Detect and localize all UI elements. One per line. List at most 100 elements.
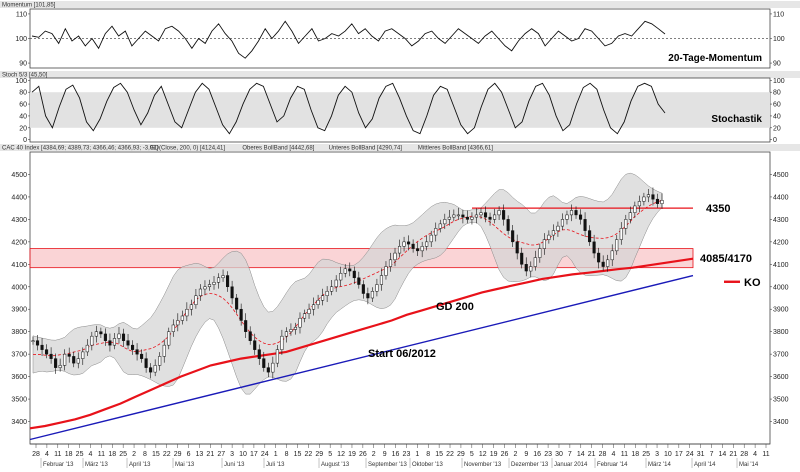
candle-body — [416, 248, 420, 252]
x-tick-day-49: 7 — [568, 451, 572, 458]
candle-body — [425, 241, 429, 247]
y-tick-right-2-2: 3600 — [773, 374, 789, 381]
candle-body — [502, 210, 506, 220]
candle-body — [637, 201, 641, 207]
y-tick-left-0-1: 100 — [15, 36, 27, 43]
x-tick-day-32: 9 — [383, 451, 387, 458]
candle-body — [497, 210, 501, 216]
y-tick-right-1-5: 100 — [773, 78, 785, 85]
candle-body — [58, 365, 62, 368]
y-tick-right-0-0: 90 — [773, 61, 781, 68]
candle-body — [49, 353, 53, 359]
candle-body — [194, 295, 198, 305]
x-tick-day-23: 8 — [285, 451, 289, 458]
candle-body — [624, 219, 628, 229]
x-tick-day-21: 24 — [261, 451, 269, 458]
x-tick-day-41: 12 — [479, 451, 487, 458]
y-tick-right-1-1: 20 — [773, 125, 781, 132]
candle-body — [167, 331, 171, 346]
candle-body — [474, 214, 479, 218]
candle-body — [538, 248, 542, 258]
candle-body — [506, 219, 510, 231]
x-tick-month-10: Dezember '13 — [511, 462, 549, 468]
x-tick-day-11: 15 — [152, 451, 160, 458]
x-tick-day-13: 29 — [174, 451, 182, 458]
y-tick-right-2-0: 3400 — [773, 419, 789, 426]
panel-title-0: Momentum [101,85] — [2, 3, 56, 9]
candle-body — [411, 243, 415, 249]
y-tick-left-0-2: 110 — [16, 11, 27, 18]
y-tick-right-1-0: 0 — [773, 137, 777, 144]
x-tick-day-56: 25 — [642, 451, 650, 458]
candle-body — [429, 234, 433, 243]
candle-body — [81, 351, 85, 359]
y-tick-right-2-11: 4500 — [773, 172, 789, 179]
candle-body — [271, 362, 275, 373]
x-tick-day-33: 16 — [392, 451, 400, 458]
candle-body — [651, 194, 655, 200]
panel-title-1: Stoch 5/3 [45,50] — [2, 73, 48, 79]
annotation-4350: 4350 — [706, 203, 730, 215]
x-tick-day-40: 5 — [470, 451, 474, 458]
candle-body — [447, 216, 451, 220]
candle-body — [280, 335, 284, 350]
x-tick-day-7: 18 — [108, 451, 116, 458]
panel-header-0 — [0, 1, 800, 8]
x-tick-month-11: Januar 2014 — [554, 462, 588, 468]
x-tick-month-12: Februar '14 — [597, 462, 628, 468]
y-tick-left-2-2: 3600 — [11, 374, 27, 381]
candle-body — [135, 349, 139, 355]
x-tick-day-58: 10 — [664, 451, 672, 458]
momentum-label: 20-Tage-Momentum — [668, 53, 762, 64]
candle-body — [493, 214, 497, 220]
candle-body — [601, 261, 605, 267]
candle-body — [456, 214, 460, 217]
candle-body — [180, 315, 184, 321]
momentum-line — [31, 20, 666, 59]
candle-body — [112, 338, 117, 346]
candle-body — [533, 257, 537, 267]
y-tick-right-1-2: 40 — [773, 113, 781, 120]
candle-body — [488, 216, 492, 220]
candle-body — [569, 210, 574, 216]
candle-body — [153, 365, 157, 373]
candle-body — [597, 252, 601, 263]
candle-body — [420, 246, 424, 252]
x-tick-day-3: 18 — [65, 451, 73, 458]
x-tick-day-5: 4 — [89, 451, 93, 458]
x-tick-day-25: 22 — [304, 451, 312, 458]
candle-body — [117, 333, 121, 339]
candle-body — [551, 230, 555, 236]
x-tick-day-59: 17 — [675, 451, 683, 458]
candle-body — [316, 299, 320, 305]
x-tick-day-10: 8 — [143, 451, 147, 458]
x-tick-day-6: 11 — [98, 451, 105, 458]
x-tick-day-24: 15 — [294, 451, 302, 458]
x-tick-day-35: 1 — [415, 451, 419, 458]
candle-body — [307, 308, 311, 314]
x-tick-month-7: September '13 — [368, 462, 407, 468]
gd200-line — [29, 257, 694, 430]
candle-body — [633, 205, 637, 213]
candle-body — [31, 340, 35, 342]
x-tick-day-1: 4 — [45, 451, 49, 458]
y-tick-right-1-4: 80 — [773, 90, 781, 97]
y-tick-left-2-10: 4400 — [11, 194, 27, 201]
x-tick-day-29: 19 — [348, 451, 356, 458]
candle-body — [221, 275, 225, 279]
candle-body — [162, 344, 166, 357]
y-tick-left-2-4: 3800 — [11, 329, 27, 336]
candle-body — [198, 288, 202, 297]
y-tick-right-0-1: 100 — [773, 36, 785, 43]
x-tick-day-18: 3 — [230, 451, 234, 458]
x-tick-day-65: 28 — [740, 451, 748, 458]
candle-body — [397, 246, 402, 254]
candle-body — [655, 198, 660, 204]
trend-line-start-06-2012 — [29, 274, 694, 441]
annotation-ko: KO — [744, 277, 761, 289]
candle-body — [465, 216, 469, 220]
x-tick-day-22: 1 — [274, 451, 278, 458]
x-tick-day-62: 7 — [710, 451, 714, 458]
x-tick-day-47: 23 — [544, 451, 552, 458]
x-tick-day-31: 2 — [372, 451, 376, 458]
